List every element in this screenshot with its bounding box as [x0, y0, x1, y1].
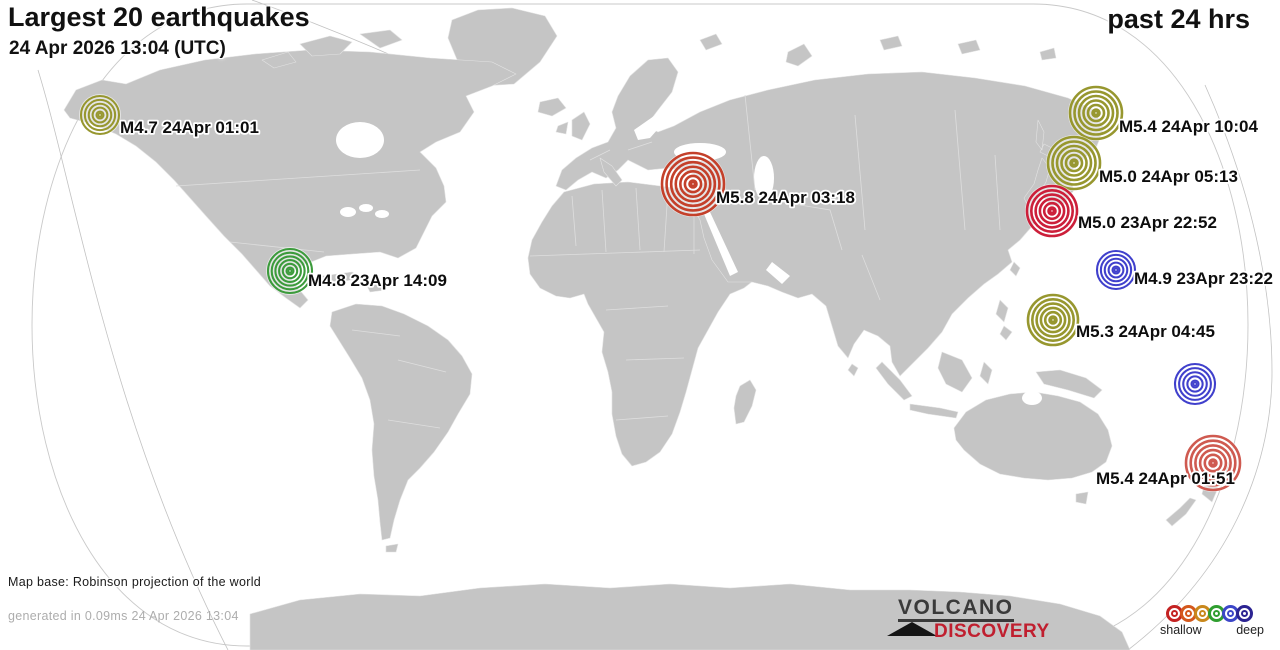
land-madagascar [733, 379, 757, 425]
land-iceland [537, 97, 567, 117]
land-arctic-islands [261, 29, 1057, 69]
quake-marker[interactable] [79, 94, 121, 136]
quake-label[interactable]: M5.4 24Apr 01:51 [1094, 467, 1236, 490]
depth-legend: shallow deep [1158, 605, 1270, 637]
quake-label[interactable]: M4.9 23Apr 23:22 [1132, 267, 1274, 290]
quake-marker[interactable] [1095, 249, 1137, 291]
map-base-note: Map base: Robinson projection of the wor… [8, 575, 262, 589]
quake-marker[interactable] [1184, 434, 1242, 492]
legend-deep-label: deep [1236, 623, 1264, 637]
quake-label[interactable]: M5.4 24Apr 10:04 [1117, 115, 1260, 138]
land-uk-ireland [555, 111, 591, 141]
land-layer [63, 7, 1219, 650]
land-cuba-hispaniola [321, 271, 387, 293]
land-australia [953, 391, 1113, 505]
quake-label[interactable]: M4.7 24Apr 01:01 [118, 116, 260, 139]
land-indonesia [847, 351, 1103, 419]
country-borders [175, 94, 1001, 429]
logo-discovery-text: DISCOVERY [934, 621, 1050, 642]
quake-marker[interactable] [1025, 184, 1079, 238]
page-subtitle-timestamp: 24 Apr 2026 13:04 (UTC) [9, 38, 226, 59]
volcano-triangle-icon [887, 622, 937, 636]
page-title: Largest 20 earthquakes [8, 2, 310, 32]
depth-legend-circles [1166, 605, 1270, 622]
quake-marker[interactable] [266, 247, 314, 295]
quake-label[interactable]: M5.8 24Apr 03:18 [714, 186, 856, 209]
land-italy [599, 157, 623, 187]
legend-shallow-label: shallow [1160, 623, 1202, 637]
quake-label[interactable]: M4.8 23Apr 14:09 [306, 269, 448, 292]
quake-marker[interactable] [1026, 293, 1080, 347]
quake-label[interactable]: M5.0 23Apr 22:52 [1076, 211, 1218, 234]
period-label: past 24 hrs [1107, 4, 1250, 34]
logo-volcano-text: VOLCANO [898, 596, 1014, 622]
land-south-america [329, 303, 473, 553]
quake-markers-layer [79, 85, 1242, 492]
quake-marker[interactable] [1173, 362, 1217, 406]
quake-marker[interactable] [1068, 85, 1124, 141]
volcano-discovery-logo[interactable]: VOLCANO DISCOVERY [880, 595, 1050, 645]
land-north-america [63, 49, 517, 309]
quake-marker[interactable] [660, 151, 726, 217]
quake-label[interactable]: M5.3 24Apr 04:45 [1074, 320, 1216, 343]
quake-marker[interactable] [1046, 135, 1102, 191]
quake-label[interactable]: M5.0 24Apr 05:13 [1097, 165, 1239, 188]
quake-labels-layer: M4.7 24Apr 01:01 M4.8 23Apr 14:09 M5.8 24A… [118, 115, 1274, 490]
generated-note: generated in 0.09ms 24 Apr 2026 13:04 [8, 609, 239, 623]
land-eurasia [555, 57, 1105, 377]
land-taiwan-philippines [995, 261, 1021, 341]
depth-legend-circle-icon [1236, 605, 1253, 622]
